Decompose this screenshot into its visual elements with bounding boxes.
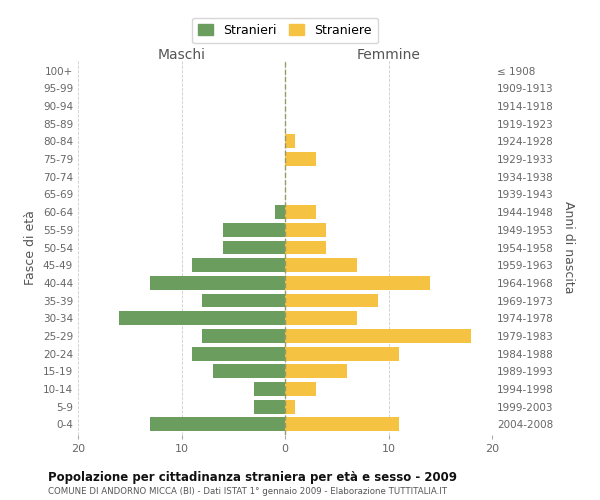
Bar <box>275 205 285 219</box>
Bar <box>192 346 285 360</box>
Bar <box>285 329 472 343</box>
Legend: Stranieri, Straniere: Stranieri, Straniere <box>192 18 378 43</box>
Bar <box>119 312 285 325</box>
Bar <box>285 400 295 413</box>
Bar <box>285 134 295 148</box>
Bar <box>285 205 316 219</box>
Bar <box>285 152 316 166</box>
Bar <box>285 382 316 396</box>
Bar <box>285 294 378 308</box>
Bar <box>285 258 358 272</box>
Bar <box>254 382 285 396</box>
Bar <box>285 240 326 254</box>
Bar <box>285 346 399 360</box>
Bar <box>151 276 285 290</box>
Bar <box>212 364 285 378</box>
Text: Popolazione per cittadinanza straniera per età e sesso - 2009: Popolazione per cittadinanza straniera p… <box>48 471 457 484</box>
Bar <box>192 258 285 272</box>
Bar <box>202 329 285 343</box>
Bar <box>223 240 285 254</box>
Y-axis label: Fasce di età: Fasce di età <box>25 210 37 285</box>
Bar <box>202 294 285 308</box>
Text: Maschi: Maschi <box>157 48 205 62</box>
Text: COMUNE DI ANDORNO MICCA (BI) - Dati ISTAT 1° gennaio 2009 - Elaborazione TUTTITA: COMUNE DI ANDORNO MICCA (BI) - Dati ISTA… <box>48 487 447 496</box>
Bar <box>285 418 399 432</box>
Bar <box>285 223 326 236</box>
Y-axis label: Anni di nascita: Anni di nascita <box>562 201 575 294</box>
Bar <box>151 418 285 432</box>
Bar <box>285 364 347 378</box>
Bar <box>285 276 430 290</box>
Bar <box>285 312 358 325</box>
Bar <box>223 223 285 236</box>
Bar <box>254 400 285 413</box>
Text: Femmine: Femmine <box>356 48 421 62</box>
